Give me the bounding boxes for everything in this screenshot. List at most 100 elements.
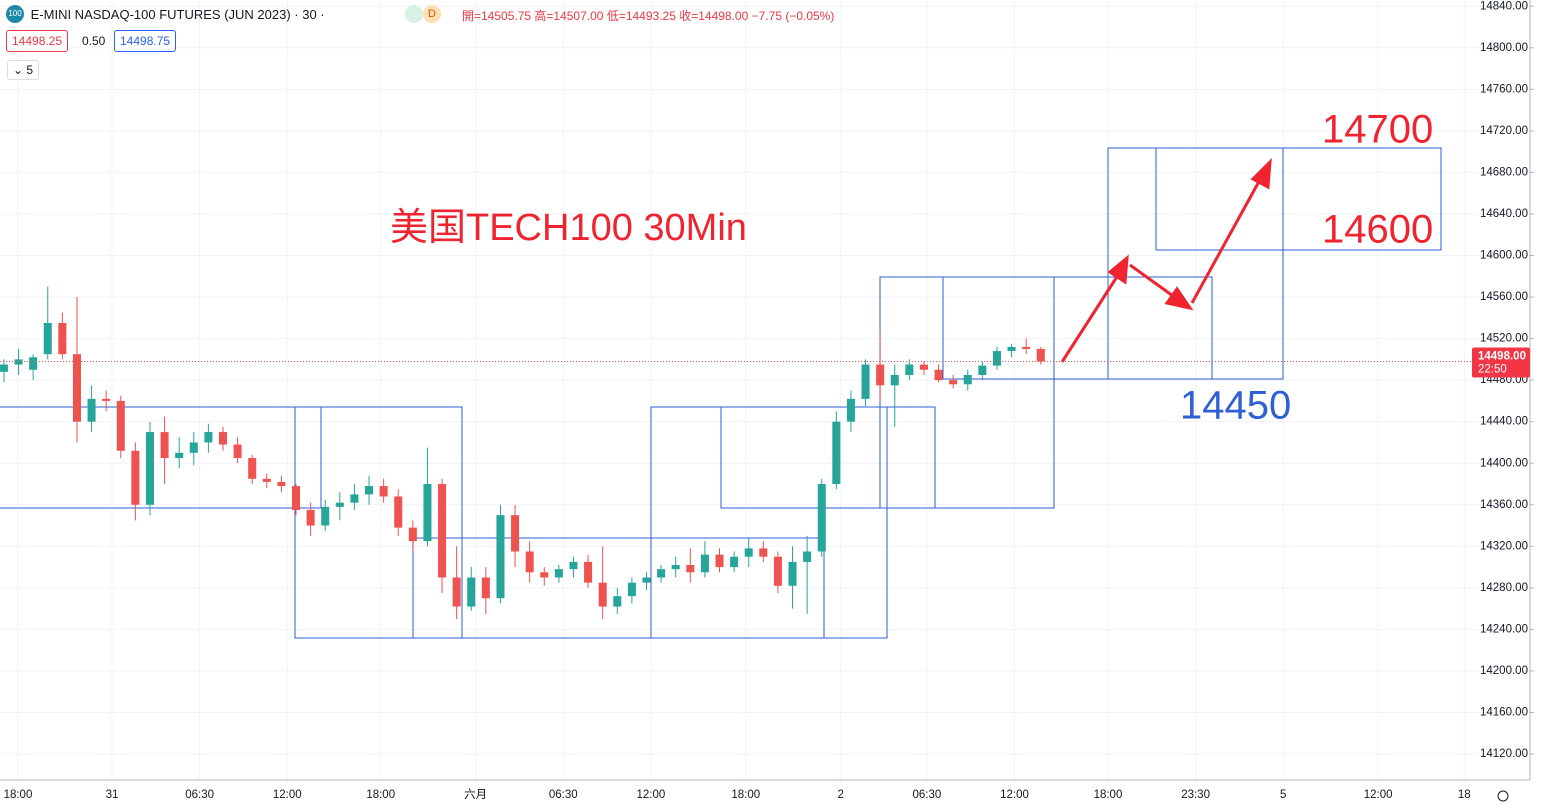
last-price-label: 14498.00: [1478, 350, 1526, 362]
y-tick-label: 14760.00: [1480, 83, 1528, 95]
candle-body: [58, 323, 67, 355]
y-tick-label: 14720.00: [1480, 125, 1528, 137]
candle-body: [102, 398, 111, 401]
arrow: [1060, 271, 1122, 363]
y-tick-label: 14680.00: [1480, 166, 1528, 178]
ohlc: 開=14505.75 高=14507.00 低=14493.25 收=14498…: [462, 7, 834, 24]
x-tick-label: 18:00: [366, 789, 395, 801]
y-tick-label: 14360.00: [1480, 499, 1528, 511]
candle-body: [832, 421, 841, 484]
y-tick-label: 14440.00: [1480, 416, 1528, 428]
candle-body: [481, 577, 490, 599]
candle-body: [438, 483, 447, 578]
x-tick-label: 12:00: [1364, 789, 1393, 801]
spread: 0.50: [82, 34, 106, 48]
symbol-title: E-MINI NASDAQ-100 FUTURES (JUN 2023) · 3…: [30, 6, 325, 22]
y-tick-label: 14240.00: [1480, 623, 1528, 635]
ohlc-item: 低=14493.25: [606, 9, 676, 23]
candle-body: [189, 442, 198, 453]
candle-body: [14, 359, 23, 365]
candle-body: [335, 502, 344, 507]
candle-body: [394, 496, 403, 528]
y-tick-label: 14840.00: [1480, 0, 1528, 12]
candle-body: [1007, 346, 1016, 352]
annotation: 14450: [1180, 384, 1291, 428]
candle-body: [657, 569, 666, 578]
x-tick-label: 18: [1458, 789, 1471, 801]
countdown: 22:50: [1478, 363, 1507, 375]
candle-body: [306, 509, 315, 526]
candle-body: [43, 323, 52, 355]
bid-box[interactable]: 14498.25: [6, 30, 69, 52]
candle-body: [511, 515, 520, 552]
header: 100 E-MINI NASDAQ-100 FUTURES (JUN 2023)…: [6, 5, 325, 23]
y-tick-label: 14200.00: [1480, 665, 1528, 677]
y-tick-label: 14280.00: [1480, 582, 1528, 594]
ohlc-item: 高=14507.00: [534, 9, 604, 23]
candle-body: [671, 565, 680, 570]
candle-body: [584, 561, 593, 583]
candle-body: [817, 483, 826, 552]
candle-body: [861, 364, 870, 399]
candle-body: [218, 432, 228, 445]
candle-body: [452, 577, 461, 607]
ask-box[interactable]: 14498.75: [114, 30, 177, 52]
candle-body: [876, 364, 885, 386]
y-tick-label: 14520.00: [1480, 333, 1528, 345]
indicator-count: 5: [26, 63, 34, 77]
candle-body: [773, 556, 782, 586]
candle-body: [496, 515, 505, 599]
x-tick-label: 06:30: [549, 789, 578, 801]
candle-body: [642, 577, 651, 583]
candle-body: [175, 452, 184, 459]
candle-body: [540, 572, 549, 578]
arrow: [1190, 175, 1264, 304]
ohlc-item: 收=14498.00: [679, 9, 749, 23]
logo: 100: [6, 5, 24, 23]
candle-body: [87, 398, 96, 422]
x-tick-label: 2: [838, 789, 844, 801]
candle-body: [277, 481, 286, 487]
candle-body: [686, 565, 695, 573]
x-tick-label: 12:00: [1000, 789, 1029, 801]
candle-body: [525, 551, 534, 573]
box-zone: [0, 406, 322, 509]
indicator-toggle[interactable]: ⌄ 5: [7, 60, 40, 80]
candles: [0, 286, 1530, 620]
candle-body: [262, 478, 271, 482]
candle-body: [934, 369, 943, 381]
time-axis-bg: [0, 780, 1544, 811]
y-tick-label: 14560.00: [1480, 291, 1528, 303]
candle-body: [379, 486, 388, 497]
candle-body: [905, 364, 914, 375]
candle-body: [744, 548, 753, 557]
candle-body: [291, 486, 301, 510]
badges: D: [405, 5, 441, 23]
candle-body: [569, 561, 578, 570]
y-tick-label: 14600.00: [1480, 250, 1528, 262]
candle-body: [963, 374, 972, 385]
candle-body: [233, 444, 242, 459]
last-price-box: [1472, 347, 1530, 378]
candle-body: [29, 357, 38, 370]
x-tick-label: 06:30: [185, 789, 214, 801]
box-zone: [294, 406, 463, 639]
y-tick-label: 14400.00: [1480, 457, 1528, 469]
arrow-head: [1107, 254, 1129, 285]
box-zone: [720, 406, 936, 509]
candle-body: [890, 374, 899, 386]
candle-body: [0, 364, 8, 372]
candle-body: [204, 432, 213, 443]
candle-body: [554, 569, 563, 578]
candle-body: [613, 596, 622, 607]
y-tick-label: 14640.00: [1480, 208, 1528, 220]
candle-body: [700, 554, 709, 573]
candle-body: [160, 432, 169, 459]
y-tick-label: 14120.00: [1480, 748, 1528, 760]
candle-body: [116, 400, 125, 451]
y-tick-label: 14160.00: [1480, 707, 1528, 719]
candle-body: [788, 561, 797, 586]
